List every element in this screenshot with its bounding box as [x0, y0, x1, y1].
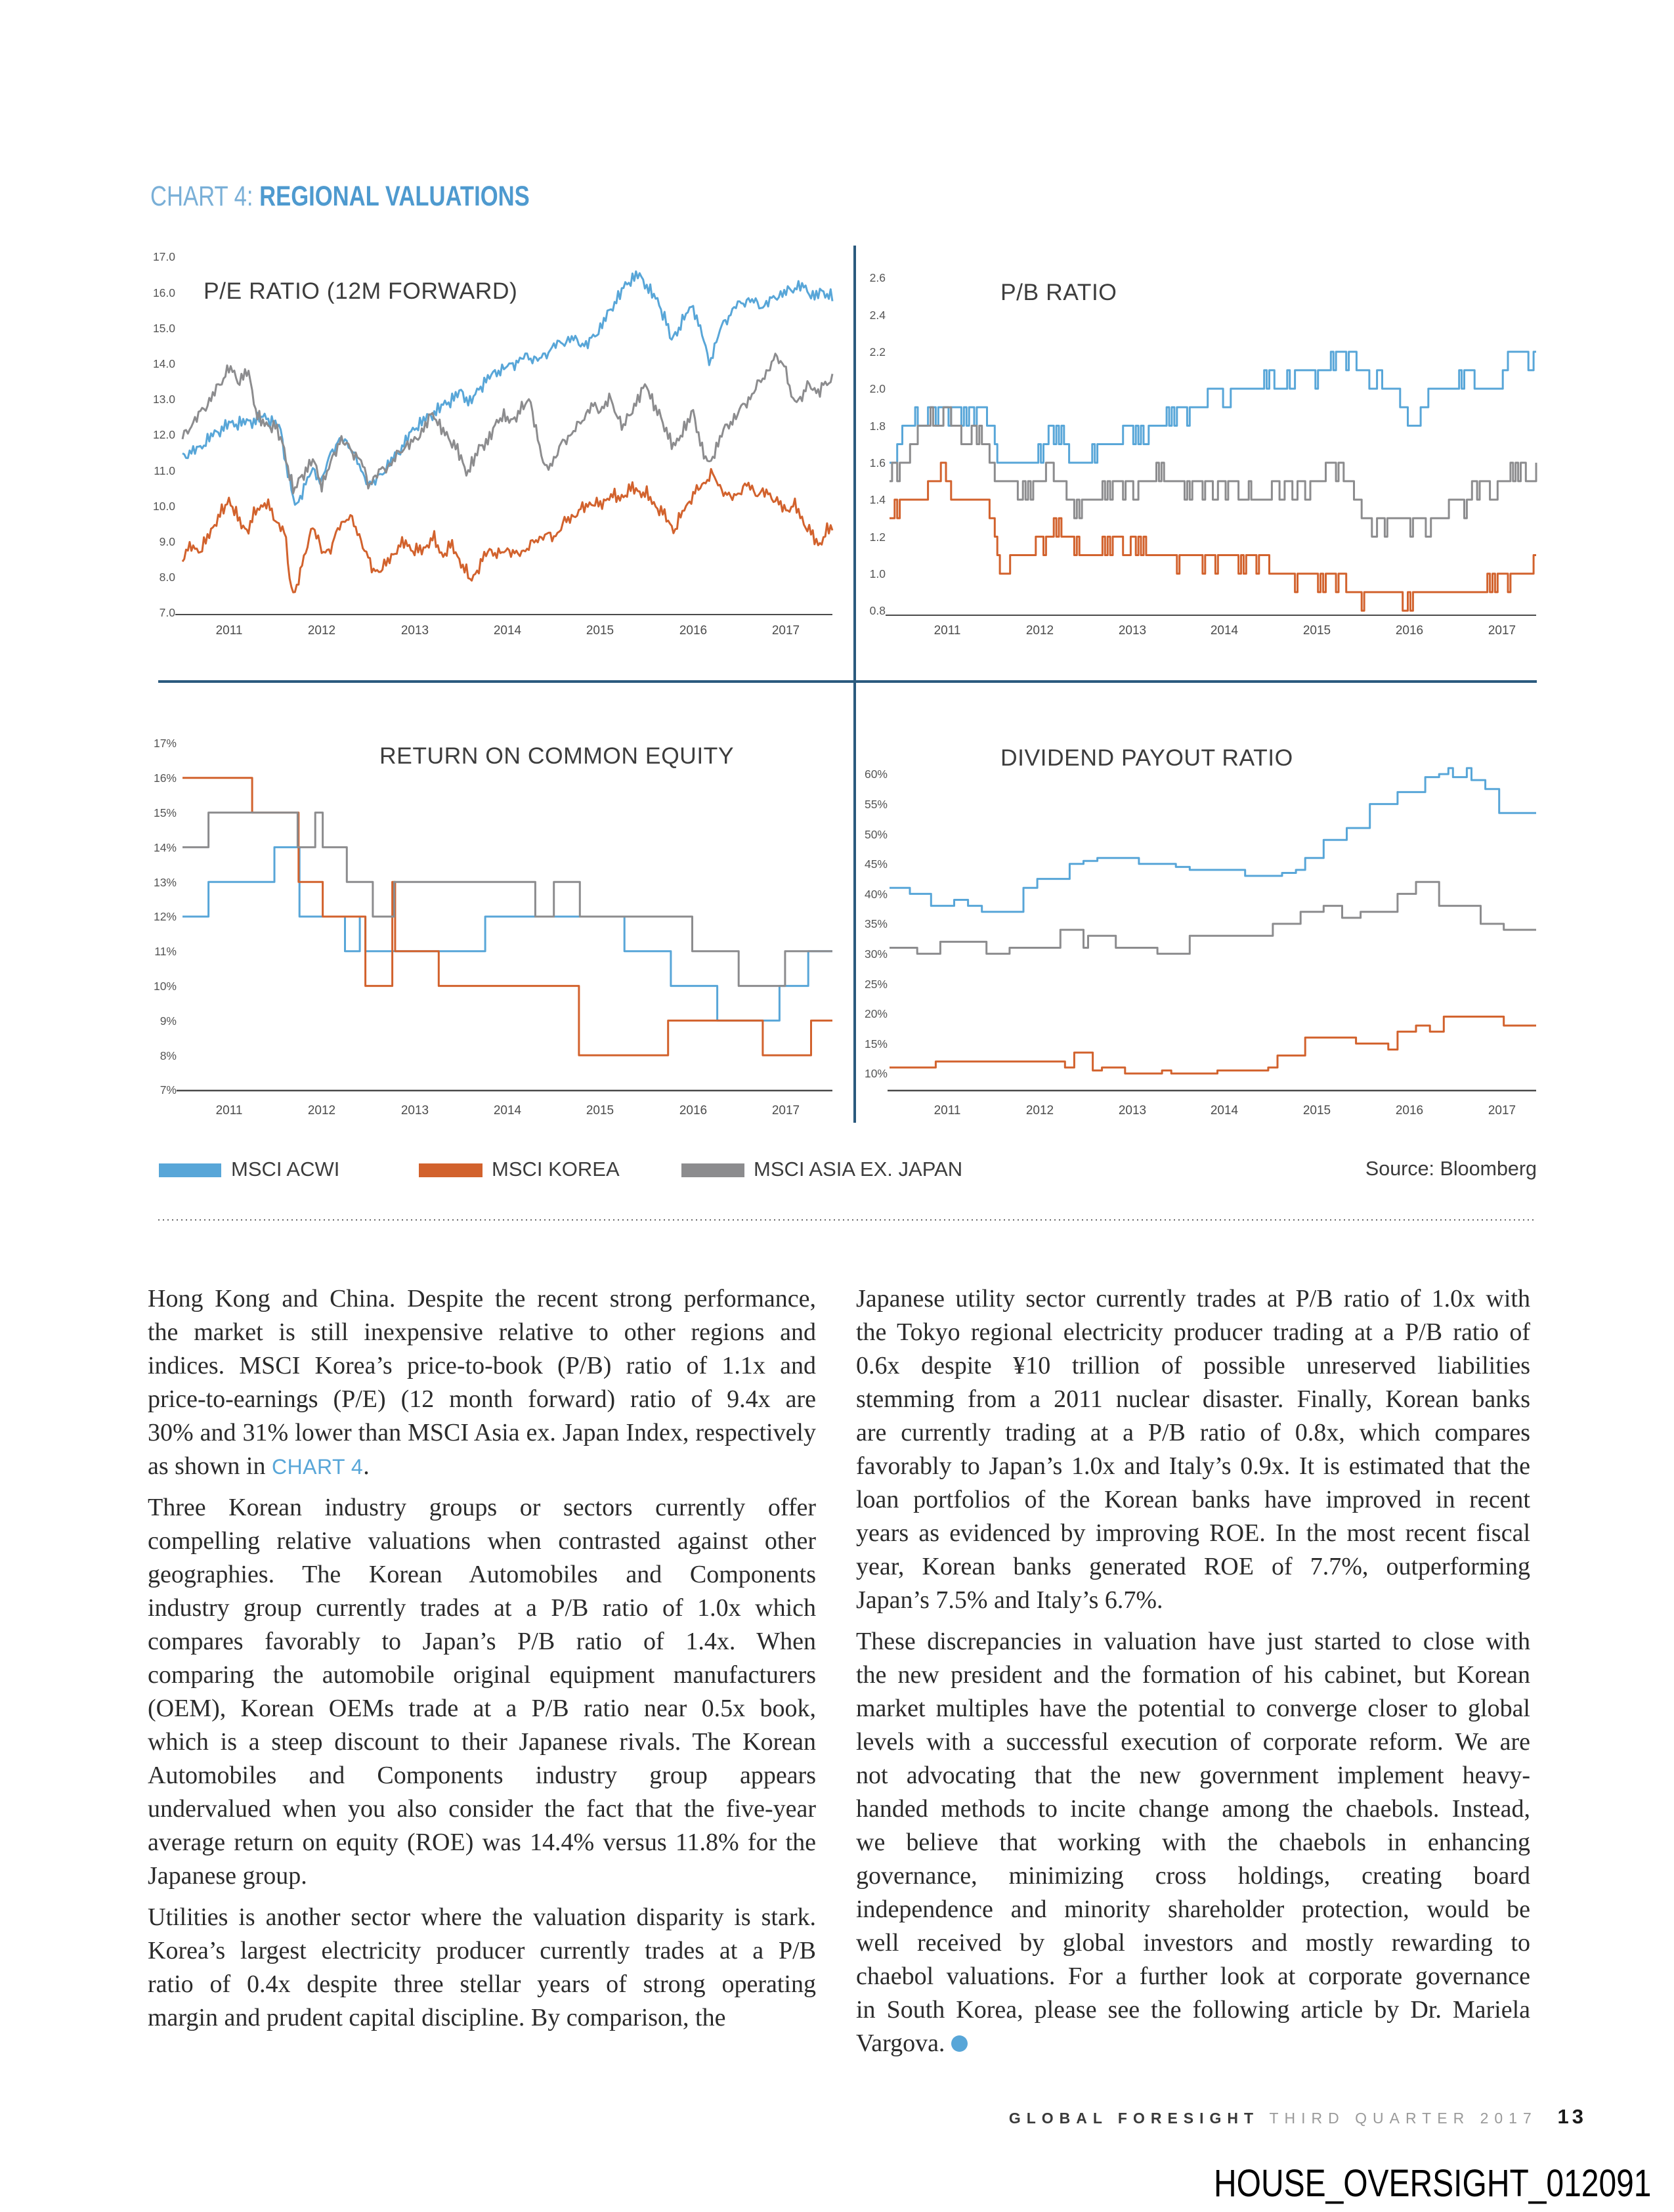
svg-text:30%: 30% — [865, 947, 888, 961]
svg-text:2011: 2011 — [216, 1104, 243, 1117]
svg-text:2015: 2015 — [586, 1104, 614, 1117]
svg-text:2016: 2016 — [1396, 624, 1423, 638]
svg-text:2015: 2015 — [1303, 1104, 1331, 1117]
svg-text:2017: 2017 — [1488, 624, 1516, 638]
svg-text:8.0: 8.0 — [160, 571, 176, 584]
svg-text:2012: 2012 — [1026, 624, 1054, 638]
svg-text:13%: 13% — [154, 876, 177, 889]
svg-text:1.0: 1.0 — [870, 567, 886, 580]
svg-text:15%: 15% — [154, 806, 177, 819]
svg-text:1.6: 1.6 — [870, 456, 886, 469]
svg-text:16.0: 16.0 — [153, 286, 175, 299]
svg-text:MSCI ASIA EX. JAPAN: MSCI ASIA EX. JAPAN — [754, 1158, 962, 1181]
svg-text:2013: 2013 — [1119, 624, 1146, 638]
svg-text:17.0: 17.0 — [153, 250, 175, 263]
svg-text:2014: 2014 — [494, 1104, 522, 1117]
svg-text:2013: 2013 — [1119, 1104, 1146, 1117]
svg-text:2012: 2012 — [308, 1104, 335, 1117]
svg-text:45%: 45% — [865, 857, 888, 871]
svg-text:Source: Bloomberg: Source: Bloomberg — [1365, 1158, 1537, 1180]
svg-text:2.2: 2.2 — [870, 345, 886, 358]
svg-text:10%: 10% — [865, 1067, 888, 1080]
svg-text:2014: 2014 — [494, 624, 522, 638]
svg-text:50%: 50% — [865, 828, 888, 841]
svg-text:11.0: 11.0 — [154, 464, 175, 477]
svg-text:40%: 40% — [865, 888, 888, 901]
svg-text:9.0: 9.0 — [160, 535, 176, 548]
svg-text:2011: 2011 — [934, 624, 961, 638]
svg-text:2014: 2014 — [1211, 624, 1239, 638]
svg-text:10.0: 10.0 — [153, 500, 175, 513]
svg-text:7%: 7% — [160, 1083, 177, 1096]
svg-text:CHART 4: REGIONAL VALUATIONS: CHART 4: REGIONAL VALUATIONS — [150, 181, 530, 212]
svg-text:2.6: 2.6 — [870, 271, 886, 284]
svg-text:60%: 60% — [865, 768, 888, 781]
svg-text:2011: 2011 — [216, 624, 243, 638]
svg-text:2016: 2016 — [679, 624, 707, 638]
svg-text:2013: 2013 — [401, 624, 429, 638]
svg-text:13.0: 13.0 — [153, 393, 175, 406]
svg-text:2012: 2012 — [1026, 1104, 1054, 1117]
svg-text:15.0: 15.0 — [153, 322, 175, 335]
svg-text:35%: 35% — [865, 917, 888, 930]
svg-text:DIVIDEND PAYOUT RATIO: DIVIDEND PAYOUT RATIO — [1000, 745, 1293, 771]
svg-text:RETURN ON COMMON EQUITY: RETURN ON COMMON EQUITY — [379, 743, 734, 769]
svg-text:1.2: 1.2 — [870, 531, 886, 544]
svg-text:20%: 20% — [865, 1007, 888, 1020]
svg-text:16%: 16% — [154, 771, 177, 785]
svg-text:2013: 2013 — [401, 1104, 429, 1117]
svg-text:2.0: 2.0 — [870, 382, 886, 395]
svg-text:11%: 11% — [154, 945, 177, 958]
svg-text:8%: 8% — [160, 1049, 177, 1062]
svg-text:9%: 9% — [160, 1014, 177, 1028]
svg-text:2014: 2014 — [1211, 1104, 1239, 1117]
svg-text:2016: 2016 — [679, 1104, 707, 1117]
svg-text:17%: 17% — [154, 737, 177, 750]
svg-text:2012: 2012 — [308, 624, 335, 638]
svg-text:2017: 2017 — [772, 1104, 800, 1117]
svg-text:2.4: 2.4 — [870, 309, 886, 322]
svg-text:12%: 12% — [154, 910, 177, 923]
svg-text:1.8: 1.8 — [870, 420, 886, 433]
svg-text:15%: 15% — [865, 1037, 888, 1051]
svg-text:1.4: 1.4 — [870, 493, 886, 506]
svg-text:MSCI KOREA: MSCI KOREA — [492, 1158, 620, 1181]
svg-text:0.8: 0.8 — [870, 604, 886, 617]
svg-text:2016: 2016 — [1396, 1104, 1423, 1117]
svg-text:2015: 2015 — [1303, 624, 1331, 638]
svg-text:10%: 10% — [154, 980, 177, 993]
svg-text:2015: 2015 — [586, 624, 614, 638]
svg-text:12.0: 12.0 — [153, 428, 175, 441]
svg-text:MSCI ACWI: MSCI ACWI — [231, 1158, 339, 1181]
svg-text:14%: 14% — [154, 841, 177, 854]
svg-text:2017: 2017 — [772, 624, 800, 638]
svg-text:2017: 2017 — [1488, 1104, 1516, 1117]
svg-text:P/B RATIO: P/B RATIO — [1000, 279, 1117, 305]
svg-text:55%: 55% — [865, 798, 888, 811]
svg-text:P/E RATIO (12M FORWARD): P/E RATIO (12M FORWARD) — [204, 278, 517, 304]
svg-text:7.0: 7.0 — [160, 606, 176, 619]
svg-text:2011: 2011 — [934, 1104, 961, 1117]
svg-text:25%: 25% — [865, 978, 888, 991]
svg-text:14.0: 14.0 — [153, 357, 175, 370]
